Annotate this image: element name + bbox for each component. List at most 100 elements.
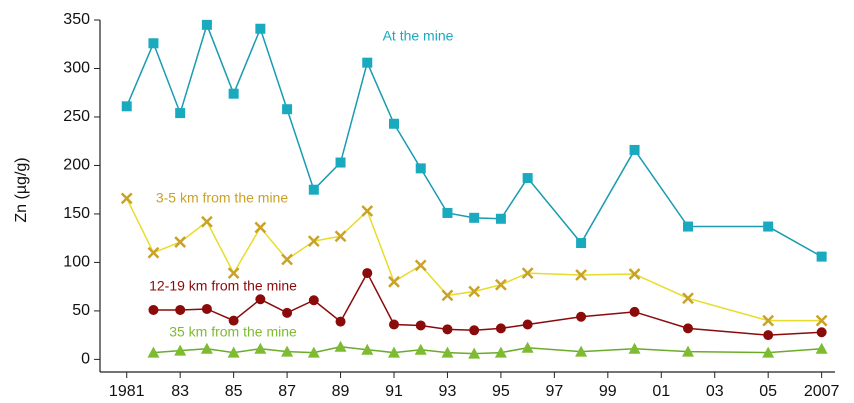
x-tick-label: 2007 (804, 383, 840, 400)
marker (575, 345, 588, 357)
y-tick-label: 300 (63, 60, 90, 77)
x-tick-label: 95 (492, 383, 510, 400)
y-axis-label: Zn (µg/g) (13, 157, 30, 222)
marker (816, 327, 827, 338)
marker (335, 157, 346, 168)
y-tick-label: 250 (63, 108, 90, 125)
marker (121, 101, 132, 112)
marker (175, 304, 186, 315)
marker (628, 268, 641, 280)
marker (763, 330, 774, 341)
marker (442, 207, 453, 218)
x-tick-label: 91 (385, 383, 403, 400)
marker (683, 323, 693, 334)
marker (255, 294, 266, 305)
marker (308, 295, 319, 306)
marker (389, 118, 399, 129)
y-tick-label: 100 (63, 254, 90, 271)
x-tick-label: 97 (545, 383, 563, 400)
x-tick-label: 83 (171, 383, 189, 400)
x-tick-label: 89 (332, 383, 350, 400)
series-label: 12-19 km from the mine (149, 278, 297, 294)
marker (442, 324, 453, 335)
marker (494, 346, 507, 358)
x-tick-label: 05 (759, 383, 777, 400)
marker (522, 173, 533, 184)
marker (281, 253, 293, 266)
marker (575, 269, 587, 281)
marker (334, 340, 347, 352)
marker (362, 268, 373, 279)
x-tick-label: 87 (278, 383, 296, 400)
marker (228, 315, 239, 326)
marker (201, 303, 212, 314)
marker (174, 236, 187, 248)
marker (148, 304, 159, 315)
marker (415, 320, 426, 331)
marker (227, 346, 240, 358)
x-tick-label: 03 (706, 383, 724, 400)
marker (281, 345, 294, 357)
marker (414, 259, 427, 272)
marker (629, 306, 640, 317)
marker (628, 342, 641, 354)
marker (683, 221, 693, 232)
marker (521, 267, 534, 279)
marker (682, 292, 694, 305)
marker (200, 342, 213, 354)
marker (468, 347, 481, 359)
marker (228, 88, 239, 99)
marker (576, 311, 587, 322)
marker (308, 184, 319, 195)
marker (175, 108, 186, 119)
marker (495, 213, 506, 224)
marker (120, 192, 133, 205)
marker (389, 319, 399, 330)
marker (335, 316, 346, 327)
marker (629, 144, 640, 155)
marker (254, 342, 267, 354)
marker (415, 163, 426, 174)
x-tick-label: 85 (225, 383, 243, 400)
marker (282, 104, 293, 115)
marker (815, 314, 828, 327)
marker (495, 278, 507, 291)
marker (388, 346, 400, 358)
x-tick-label: 1981 (109, 383, 145, 400)
marker (254, 221, 267, 234)
series-line (153, 271, 822, 336)
marker (148, 38, 159, 49)
marker (576, 238, 587, 249)
marker (522, 319, 533, 330)
marker (682, 345, 694, 357)
marker (521, 341, 534, 353)
marker (414, 343, 427, 355)
marker (362, 57, 373, 68)
marker (763, 221, 774, 232)
marker (441, 346, 454, 358)
marker (201, 215, 213, 228)
marker (282, 307, 293, 318)
marker (361, 205, 374, 217)
marker (147, 346, 160, 358)
marker (174, 344, 187, 356)
y-tick-label: 50 (72, 302, 90, 319)
marker (441, 289, 454, 302)
marker (815, 342, 828, 354)
series-label: 35 km from the mine (169, 324, 297, 340)
marker (227, 267, 240, 279)
y-tick-label: 0 (81, 351, 90, 368)
y-tick-label: 200 (63, 157, 90, 174)
marker (762, 346, 775, 358)
x-tick-label: 93 (439, 383, 457, 400)
marker (255, 23, 266, 34)
marker (469, 212, 480, 223)
series-label: At the mine (383, 28, 454, 44)
marker (469, 325, 480, 336)
marker (307, 235, 320, 247)
marker (361, 343, 374, 355)
marker (468, 285, 481, 298)
marker (816, 251, 827, 262)
